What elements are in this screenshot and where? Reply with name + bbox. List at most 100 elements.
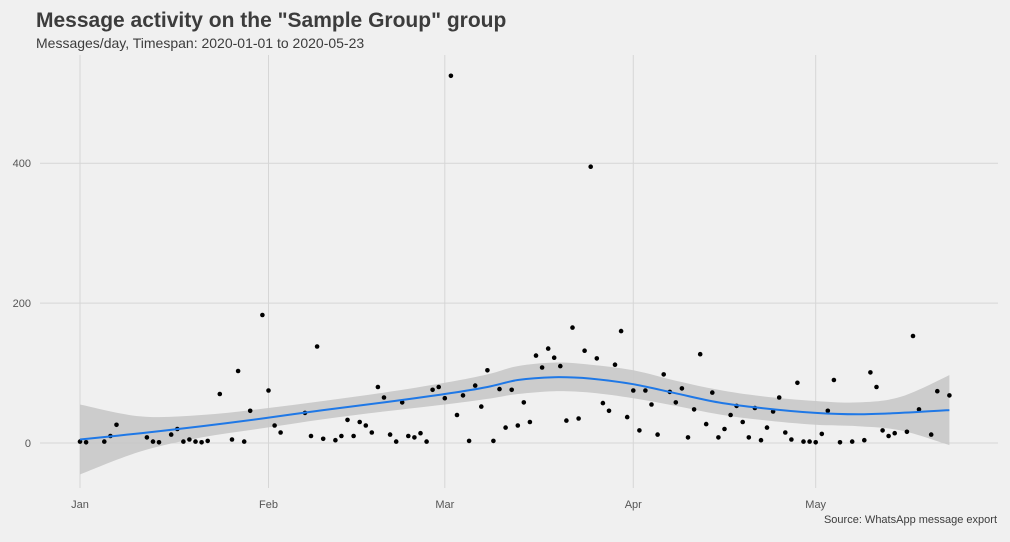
data-point — [576, 416, 581, 421]
confidence-band — [80, 362, 950, 475]
data-point — [436, 384, 442, 390]
data-point — [205, 438, 210, 444]
data-point — [229, 437, 235, 442]
data-point — [351, 433, 356, 439]
data-point — [272, 423, 277, 428]
data-point — [795, 380, 800, 386]
data-point — [935, 388, 940, 394]
y-tick-label: 400 — [13, 158, 31, 170]
data-point — [460, 393, 466, 398]
data-point — [387, 432, 393, 437]
data-point — [606, 408, 612, 414]
x-tick-label: Jan — [71, 499, 89, 511]
data-point — [503, 425, 508, 430]
data-point — [308, 433, 314, 439]
data-point — [849, 439, 855, 444]
x-tick-label: Feb — [259, 499, 278, 511]
data-point — [83, 440, 89, 445]
data-point — [369, 430, 375, 435]
data-point — [193, 439, 198, 444]
data-point — [497, 386, 502, 392]
data-point — [819, 431, 825, 437]
data-point — [637, 428, 642, 433]
y-tick-label: 200 — [13, 298, 31, 310]
data-point — [904, 429, 910, 435]
data-point — [862, 437, 867, 443]
data-point — [837, 440, 843, 445]
data-point — [418, 430, 423, 436]
data-point — [916, 407, 922, 412]
data-point — [910, 333, 916, 339]
data-point — [479, 404, 484, 409]
data-point — [515, 423, 521, 428]
axis-ticks: 0 200 400 Jan Feb Mar Apr May — [13, 158, 827, 511]
data-point — [776, 395, 782, 400]
data-point — [442, 395, 448, 401]
data-point — [947, 393, 952, 398]
data-point — [783, 430, 788, 435]
data-point — [746, 435, 752, 440]
data-point — [363, 423, 369, 428]
data-point — [697, 351, 703, 357]
data-point — [533, 353, 539, 358]
data-point — [813, 440, 818, 445]
data-point — [600, 400, 606, 406]
data-point — [217, 391, 223, 397]
data-point — [266, 388, 271, 393]
data-point — [594, 356, 600, 361]
data-point — [570, 325, 575, 330]
data-point — [320, 436, 326, 442]
data-point — [491, 438, 496, 444]
data-point — [649, 402, 654, 407]
chart-caption: Source: WhatsApp message export — [823, 514, 997, 526]
data-point — [521, 400, 527, 405]
data-point — [710, 390, 715, 395]
data-point — [381, 395, 387, 400]
x-tick-label: May — [805, 499, 826, 511]
x-tick-label: Mar — [435, 499, 454, 511]
data-point — [466, 438, 472, 444]
data-point — [333, 437, 338, 443]
x-tick-label: Apr — [625, 499, 642, 511]
data-point — [545, 346, 551, 351]
data-point — [582, 348, 587, 354]
data-point — [424, 439, 429, 444]
data-point — [716, 435, 721, 440]
data-point — [509, 387, 514, 393]
chart-subtitle: Messages/day, Timespan: 2020-01-01 to 20… — [36, 35, 365, 51]
data-point — [740, 419, 745, 425]
data-point — [399, 400, 405, 405]
data-point — [241, 439, 247, 444]
data-point — [114, 422, 119, 428]
smooth-line-layer — [79, 376, 950, 441]
data-point — [527, 419, 533, 425]
y-tick-label: 0 — [25, 438, 31, 450]
data-point — [892, 430, 897, 436]
data-point — [868, 370, 873, 375]
data-point — [703, 421, 709, 427]
data-point — [406, 433, 411, 439]
data-point — [764, 425, 770, 430]
data-point — [260, 312, 265, 318]
data-point — [181, 439, 186, 444]
data-point — [412, 435, 417, 440]
data-point — [661, 372, 666, 377]
data-point — [314, 344, 320, 349]
data-point — [339, 433, 344, 439]
data-point — [485, 368, 490, 373]
data-point — [375, 384, 381, 390]
data-point — [655, 432, 660, 437]
data-point — [928, 432, 934, 437]
data-point — [150, 439, 156, 444]
data-point — [454, 412, 460, 418]
data-point — [357, 419, 363, 425]
data-point — [886, 433, 891, 439]
data-point — [77, 439, 83, 444]
data-point — [874, 384, 879, 390]
data-point — [551, 355, 557, 361]
data-point — [789, 437, 794, 442]
data-point — [588, 164, 593, 169]
data-point — [825, 408, 831, 414]
data-point — [722, 426, 727, 432]
